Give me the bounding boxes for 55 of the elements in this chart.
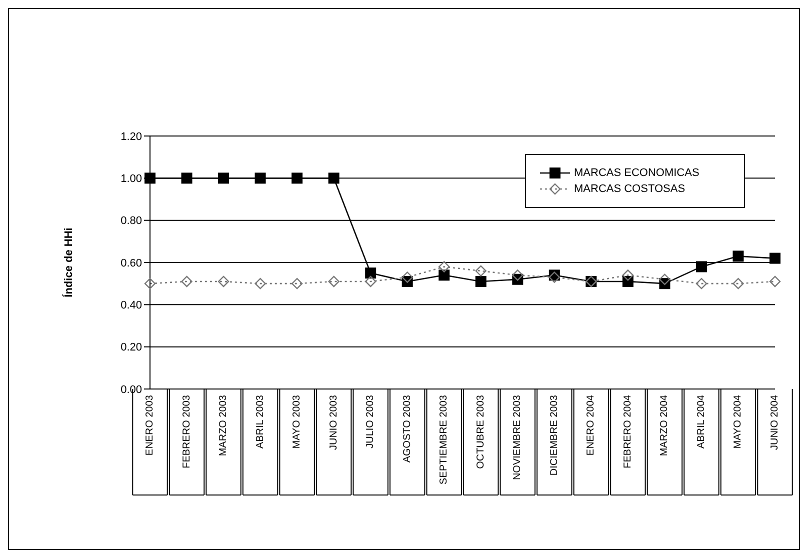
x-tick-label: NOVIEMBRE 2003 — [512, 394, 524, 480]
point — [732, 250, 744, 262]
x-tick-label: SEPTIEMBRE 2003 — [438, 394, 450, 484]
y-tick-label: 1.20 — [120, 130, 142, 143]
point — [328, 172, 340, 184]
point — [328, 276, 340, 288]
x-tick-label: FEBRERO 2004 — [622, 394, 634, 468]
x-tick-label: JUNIO 2004 — [770, 394, 780, 450]
point — [254, 278, 266, 290]
point — [218, 276, 230, 288]
point — [292, 172, 303, 184]
x-tick-label: ENERO 2003 — [144, 394, 156, 456]
x-tick-label: DICIEMBRE 2003 — [548, 394, 560, 476]
legend-label: MARCAS COSTOSAS — [574, 183, 686, 195]
point — [475, 265, 486, 277]
y-tick-label: 1.00 — [120, 173, 142, 186]
x-tick-label: JUNIO 2003 — [328, 394, 340, 450]
x-tick-label: ENERO 2004 — [586, 394, 597, 456]
y-axis-title: Índice de HHi — [62, 228, 75, 298]
point — [291, 278, 303, 290]
point — [659, 274, 670, 285]
point — [181, 276, 192, 288]
point — [512, 270, 524, 281]
point — [732, 278, 744, 290]
point — [254, 172, 266, 184]
x-tick-label: ABRIL 2003 — [254, 394, 266, 449]
x-tick-label: ABRIL 2004 — [696, 394, 707, 449]
point — [144, 278, 156, 290]
y-tick-label: 0.40 — [120, 300, 142, 312]
x-tick-label: MAYO 2003 — [292, 394, 303, 449]
point — [438, 261, 450, 272]
point — [364, 276, 376, 288]
y-tick-label: 0.80 — [120, 215, 142, 228]
point — [402, 272, 413, 283]
y-tick-label: 0.60 — [120, 257, 142, 270]
point — [438, 270, 450, 281]
point — [365, 268, 376, 279]
x-tick-label: AGOSTO 2003 — [402, 394, 413, 463]
x-tick-label: MARZO 2004 — [659, 394, 670, 456]
x-tick-label: OCTUBRE 2003 — [475, 394, 486, 469]
x-tick-label: FEBRERO 2003 — [181, 394, 192, 468]
point — [770, 252, 780, 264]
point — [475, 276, 486, 287]
x-tick-label: MAYO 2004 — [732, 394, 744, 449]
y-tick-label: 0.00 — [120, 384, 142, 396]
y-tick-label: 0.20 — [120, 342, 142, 354]
x-tick-label: MARZO 2003 — [218, 394, 230, 456]
point — [696, 261, 707, 272]
legend-label: MARCAS ECONOMICAS — [574, 167, 700, 179]
point — [696, 278, 708, 290]
point — [622, 270, 634, 281]
point — [181, 172, 192, 184]
point — [218, 172, 230, 184]
x-tick-label: JULIO 2003 — [365, 394, 376, 448]
point — [769, 276, 781, 288]
